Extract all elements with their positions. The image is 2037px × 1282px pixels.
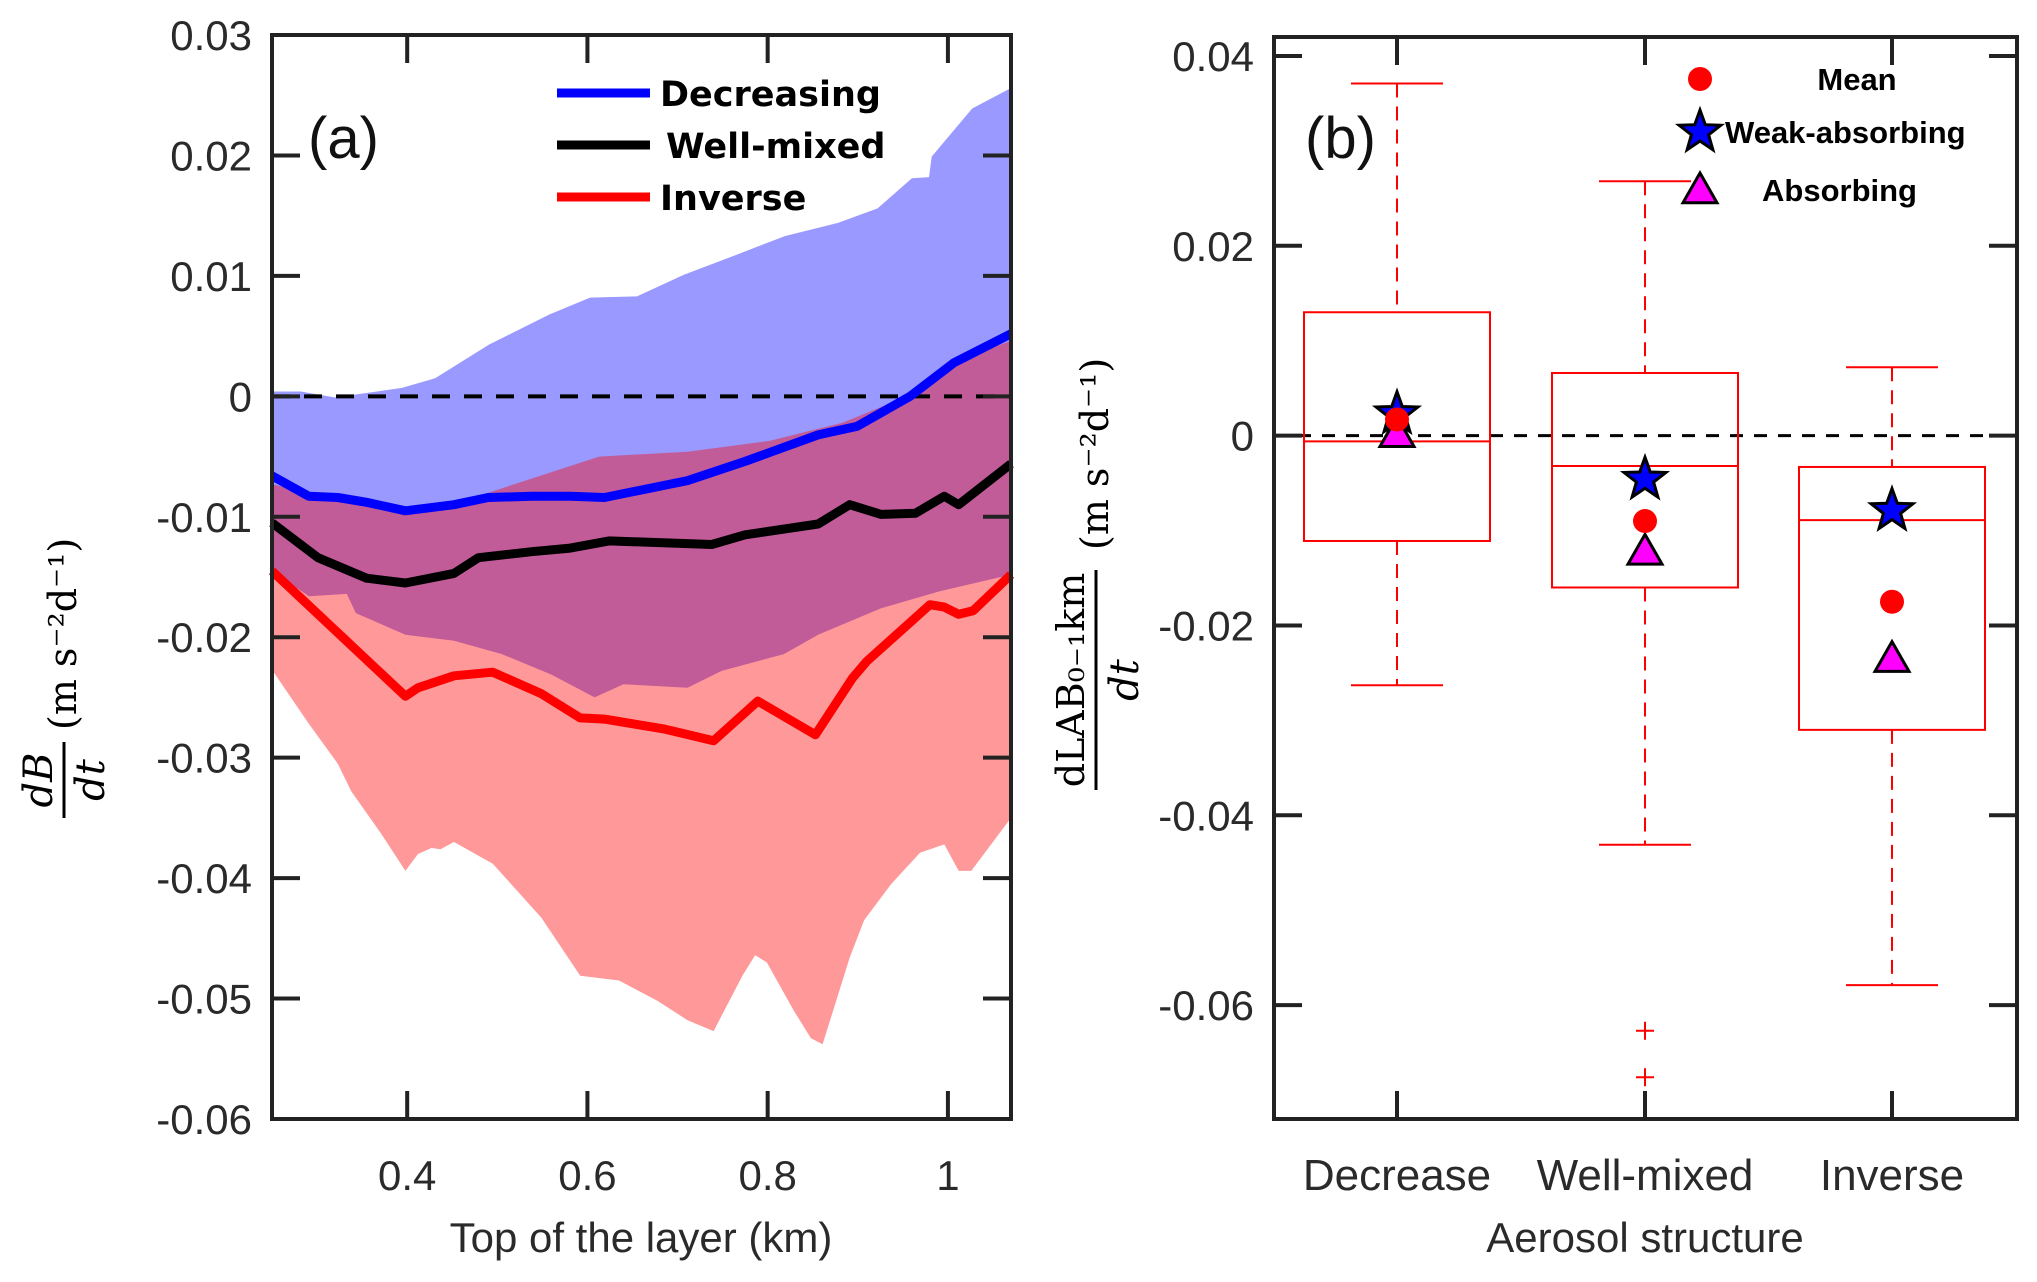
line-decreasing	[269, 329, 1014, 516]
a-x-axis-title: Top of the layer (km)	[450, 1214, 833, 1261]
legend-label-absorbing: Absorbing	[1762, 173, 1917, 208]
legend-marker-weak-absorbing	[1674, 105, 1726, 154]
box-decrease	[1303, 82, 1491, 687]
a-ylabel-numerator: dB	[16, 753, 62, 808]
a-ylabel-denominator: dt	[68, 758, 114, 801]
category-label-decrease: Decrease	[1303, 1151, 1491, 1200]
legend-marker-absorbing	[1680, 169, 1720, 205]
y-tick-label: 0.04	[1172, 33, 1254, 80]
y-tick-label: 0.02	[170, 132, 252, 179]
box-inverse	[1798, 366, 1986, 987]
y-tick-label: -0.02	[1158, 602, 1254, 649]
y-tick-label: 0.01	[170, 253, 252, 300]
b-ylabel-denominator: dt	[1102, 658, 1148, 701]
legend-label-decreasing: Decreasing	[660, 75, 881, 115]
a-bands	[272, 88, 1011, 1045]
y-tick-label: -0.05	[156, 976, 252, 1023]
panel-b: Decrease Well-mixed Inverse 0.04 0.02 0 -0.02 -…	[1049, 33, 2019, 1261]
y-tick-label: 0	[1231, 413, 1254, 460]
category-label-inverse: Inverse	[1820, 1151, 1964, 1200]
a-axes	[270, 33, 1013, 1121]
outlier-marker	[1636, 1068, 1654, 1087]
a-legend: Decreasing Well-mixed Inverse	[557, 75, 885, 219]
y-tick-label: -0.06	[156, 1096, 252, 1143]
legend-label-inverse: Inverse	[660, 179, 806, 219]
legend-label-mean: Mean	[1817, 62, 1896, 97]
panel-a: 0.4 0.6 0.8 1 0.03 0.02 0.01 0 -0.01 -0.02 -0.03 -0…	[16, 12, 1015, 1261]
box-well-mixed	[1551, 180, 1739, 1087]
category-label-well-mixed: Well-mixed	[1537, 1151, 1754, 1200]
y-tick-label: 0.02	[1172, 223, 1254, 270]
y-tick-label: -0.02	[156, 614, 252, 661]
y-tick-label: -0.06	[1158, 982, 1254, 1029]
x-tick-label: 0.4	[378, 1152, 436, 1199]
legend-marker-mean	[1688, 67, 1712, 91]
marker-absorbing-well-mixed	[1625, 531, 1665, 566]
b-legend: Mean Weak-absorbing Absorbing	[1674, 62, 1966, 208]
a-panel-label: (a)	[308, 106, 379, 171]
marker-weak-absorbing-inverse	[1866, 484, 1918, 532]
x-tick-label: 0.6	[558, 1152, 616, 1199]
a-tick-labels: 0.4 0.6 0.8 1 0.03 0.02 0.01 0 -0.01 -0.02 -0.03 -0…	[156, 12, 959, 1199]
y-tick-label: -0.03	[156, 735, 252, 782]
marker-mean-decrease	[1385, 407, 1409, 432]
b-axes	[1272, 35, 2019, 1121]
a-series-lines	[268, 329, 1015, 746]
marker-mean-inverse	[1880, 589, 1904, 614]
marker-mean-well-mixed	[1633, 509, 1657, 534]
a-ylabel-units: (m s⁻²d⁻¹)	[41, 538, 85, 730]
b-ylabel-numerator: dLAB₀₋₁km	[1049, 573, 1093, 788]
b-ylabel-units: (m s⁻²d⁻¹)	[1073, 358, 1117, 550]
marker-weak-absorbing-well-mixed	[1619, 452, 1671, 501]
b-panel-label: (b)	[1305, 106, 1376, 171]
x-tick-label: 0.8	[738, 1152, 796, 1199]
b-x-axis-title: Aerosol structure	[1486, 1214, 1803, 1261]
outlier-marker	[1636, 1021, 1654, 1040]
y-tick-label: 0	[229, 373, 252, 420]
line-inverse	[268, 567, 1015, 746]
legend-label-well-mixed: Well-mixed	[666, 127, 885, 167]
a-axes-frame	[270, 33, 1013, 1121]
y-tick-label: 0.03	[170, 12, 252, 59]
b-markers	[1371, 387, 1918, 673]
y-tick-label: -0.04	[156, 855, 252, 902]
b-tick-labels: Decrease Well-mixed Inverse 0.04 0.02 0 -0.02 -…	[1158, 33, 1964, 1200]
a-y-axis-title: dB dt (m s⁻²d⁻¹)	[16, 538, 114, 818]
line-well-mixed	[269, 460, 1014, 588]
b-y-axis-title: dLAB₀₋₁km dt (m s⁻²d⁻¹)	[1049, 358, 1148, 790]
b-boxes	[1303, 82, 1986, 1087]
marker-absorbing-decrease	[1377, 413, 1417, 448]
y-tick-label: -0.04	[1158, 792, 1254, 839]
x-tick-label: 1	[936, 1152, 959, 1199]
marker-absorbing-inverse	[1872, 638, 1912, 673]
legend-label-weak-absorbing: Weak-absorbing	[1725, 115, 1966, 150]
y-tick-label: -0.01	[156, 494, 252, 541]
band-decreasing-range	[272, 88, 1011, 698]
